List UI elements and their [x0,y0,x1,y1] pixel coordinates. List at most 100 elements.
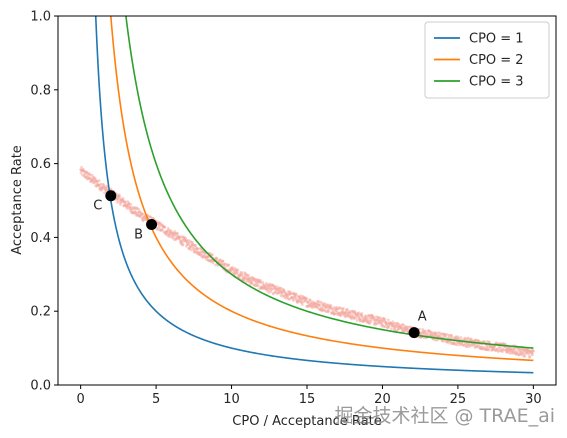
scatter-dot [79,171,83,175]
scatter-dot [498,346,502,350]
scatter-dot [194,243,197,247]
scatter-dot [189,248,193,252]
curve-layer [94,16,534,374]
scatter-dot [360,312,364,315]
scatter-dot [160,228,164,232]
scatter-dot [449,340,453,343]
y-tick-label: 1.0 [30,10,51,25]
scatter-dot [236,268,240,272]
scatter-dot [389,327,393,331]
watermark: 掘金技术社区 @ TRAE_ai [334,405,555,427]
y-tick-label: 0.2 [30,305,51,320]
scatter-dot [359,318,363,322]
scatter-dot [129,202,133,206]
y-tick-label: 0.4 [30,231,51,246]
scatter-dot [342,306,345,310]
point-label-b: B [134,227,143,242]
scatter-dot [90,173,94,177]
point-b [146,218,158,230]
scatter-dot [109,187,113,191]
scatter-dot [246,273,250,277]
scatter-dot [219,258,222,262]
scatter-dot [331,308,335,312]
scatter-dot [329,303,333,307]
scatter-dot [519,350,523,354]
scatter-dot [130,208,134,212]
scatter-dot [318,304,322,307]
y-tick-label: 0.8 [30,83,51,98]
scatter-dot [214,263,217,267]
scatter-dot [294,293,298,296]
scatter-dot [163,226,167,229]
scatter-dot [215,256,219,260]
scatter-dot [240,271,244,275]
scatter-dot [305,296,308,300]
scatter-dot [434,331,438,335]
scatter-dot [256,284,260,287]
legend-entry-cpo-3: CPO = 3 [469,75,524,90]
scatter-dot [497,350,500,353]
scatter-dot [333,312,337,316]
x-axis-label: CPO / Acceptance Rate [232,414,381,429]
scatter-band [79,165,535,359]
scatter-dot [366,317,370,320]
scatter-dot [345,307,349,311]
scatter-dot [118,195,122,198]
scatter-dot [258,278,262,282]
scatter-dot [426,332,430,335]
scatter-dot [487,348,491,352]
scatter-dot [97,179,101,182]
scatter-dot [323,302,327,305]
scatter-dot [459,336,463,339]
scatter-dot [386,318,390,322]
scatter-dot [121,196,125,200]
scatter-dot [141,212,145,216]
scatter-dot [221,259,225,263]
scatter-dot [308,298,312,302]
scatter-dot [124,200,128,204]
scatter-dot [270,287,274,291]
y-axis-label: Acceptance Rate [10,145,25,255]
y-tick-label: 0.6 [30,157,51,172]
x-tick-label: 20 [374,392,391,407]
scatter-dot [300,303,304,306]
scatter-dot [530,353,534,357]
scatter-dot [469,337,473,341]
legend-entry-cpo-1: CPO = 1 [469,32,524,47]
x-tick-label: 25 [450,392,467,407]
point-c [105,190,117,202]
scatter-dot [516,350,519,353]
x-tick-label: 30 [525,392,542,407]
scatter-dot [380,321,383,325]
scatter-dot [176,232,180,235]
y-tick-label: 0.0 [30,379,51,394]
scatter-dot [125,207,129,210]
x-tick-label: 5 [152,392,160,407]
scatter-dot [184,236,187,240]
scatter-dot [269,290,273,294]
scatter-dot [332,306,336,309]
scatter-dot [387,325,391,329]
scatter-dot [227,263,231,267]
scatter-dot [391,320,395,324]
x-tick-label: 10 [223,392,240,407]
x-tick-label: 15 [299,392,316,407]
x-tick-label: 0 [76,392,84,407]
scatter-dot [196,247,200,250]
scatter-dot [369,320,373,324]
scatter-dot [137,207,140,211]
scatter-dot [223,265,227,269]
scatter-dot [383,325,387,329]
scatter-dot [350,317,353,321]
scatter-dot [241,273,244,277]
scatter-dot [235,271,239,275]
scatter-dot [187,241,191,245]
scatter-dot [528,354,532,358]
point-a [408,327,420,339]
series-line-cpo-2 [110,16,534,362]
scatter-dot [203,253,207,257]
scatter-dot [523,354,527,358]
scatter-dot [274,285,278,288]
scatter-dot [327,309,331,313]
